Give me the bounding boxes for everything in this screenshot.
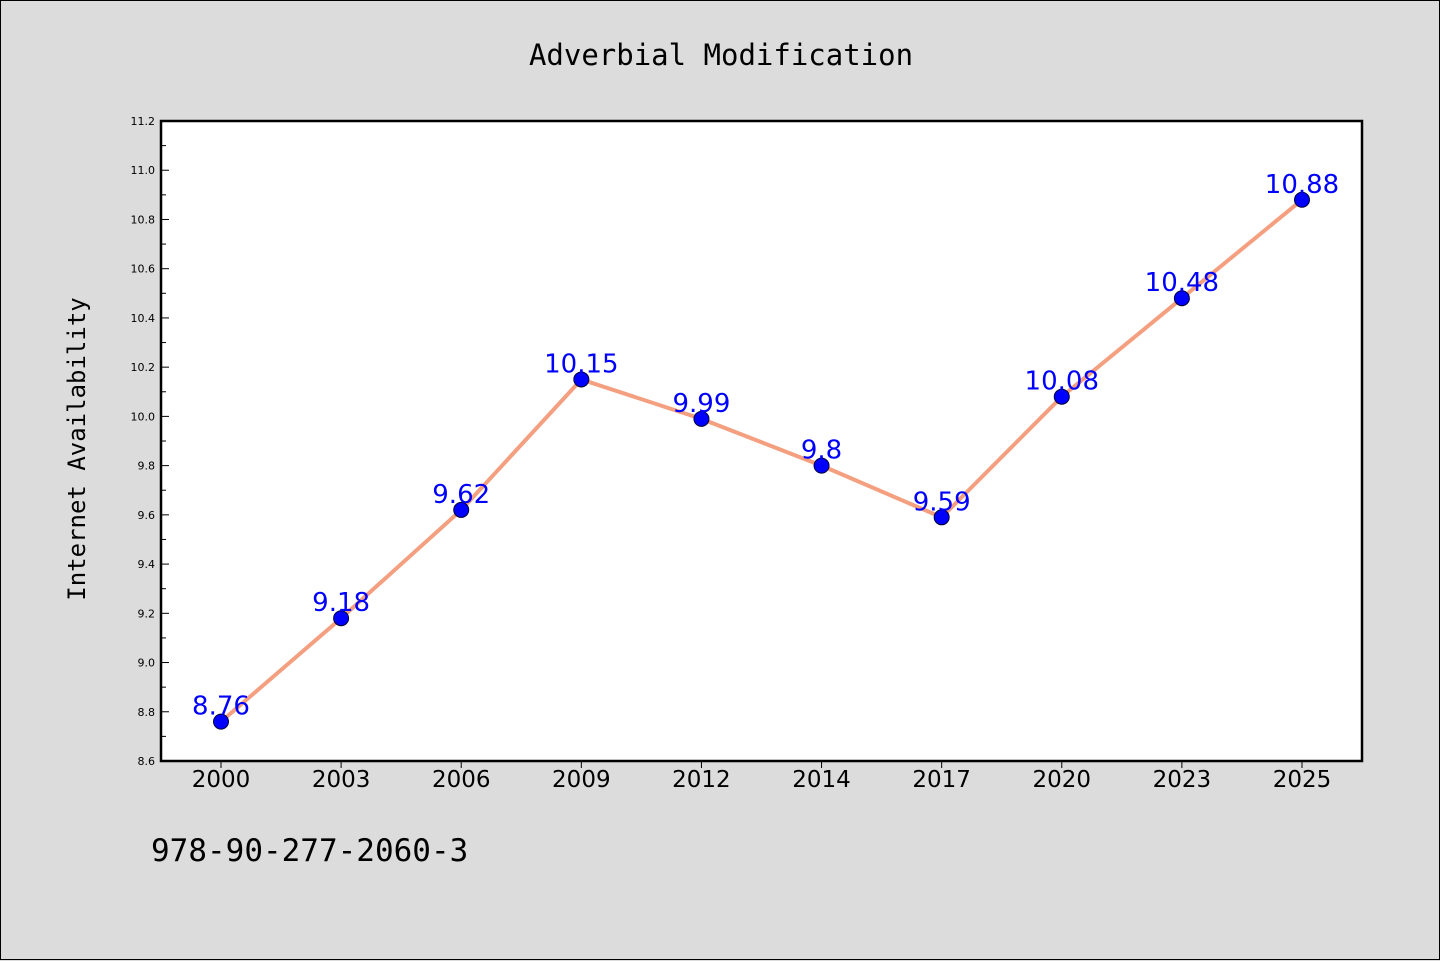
- y-tick-label: 10.8: [131, 213, 156, 226]
- y-tick-label: 8.8: [138, 706, 156, 719]
- data-point: [1173, 290, 1190, 307]
- data-point: [933, 509, 950, 526]
- y-tick-label: 10.2: [131, 361, 156, 374]
- x-tick-label: 2014: [792, 767, 851, 793]
- x-tick-label: 2003: [312, 767, 371, 793]
- data-label: 9.62: [432, 480, 490, 510]
- x-tick-label: 2012: [672, 767, 731, 793]
- data-label: 10.15: [544, 349, 618, 379]
- data-label: 10.08: [1025, 367, 1099, 397]
- y-tick-label: 9.8: [138, 460, 156, 473]
- x-axis: 2000 2003 2006 2009 2012 2014 2017 2020 2023 2025: [192, 761, 1332, 793]
- data-label: 9.59: [913, 487, 971, 517]
- data-point: [453, 501, 470, 518]
- y-axis: 8.6 8.8 9.0 9.2 9.4 9.6 9.8 10.0 10.2 10.4 10.6 10.…: [131, 115, 169, 768]
- x-tick-label: 2025: [1273, 767, 1332, 793]
- data-point: [1294, 191, 1310, 208]
- y-tick-label: 9.0: [138, 657, 156, 670]
- data-label: 10.88: [1265, 170, 1339, 200]
- x-tick-label: 2023: [1153, 767, 1212, 793]
- y-tick-label: 9.6: [138, 509, 156, 522]
- data-label: 8.76: [192, 692, 250, 722]
- x-tick-label: 2009: [552, 767, 611, 793]
- data-label: 9.99: [672, 389, 730, 419]
- series-line: [219, 198, 1304, 724]
- footer-code: 978-90-277-2060-3: [151, 833, 469, 869]
- y-tick-label: 8.6: [138, 755, 156, 768]
- chart-title: Adverbial Modification: [529, 38, 913, 72]
- data-label: 10.48: [1145, 268, 1219, 298]
- series-line-group: 8.76 9.18 9.62 10.15 9.99 9.8 9.59 10.08 10.48 10…: [192, 170, 1339, 730]
- data-point: [813, 457, 830, 474]
- y-tick-label: 9.4: [138, 558, 156, 571]
- y-axis-label: Internet Availability: [63, 297, 91, 600]
- data-point: [213, 713, 229, 730]
- y-tick-label: 11.0: [131, 164, 156, 177]
- x-tick-label: 2017: [912, 767, 971, 793]
- x-tick-label: 2020: [1033, 767, 1092, 793]
- y-tick-label: 11.2: [131, 115, 156, 128]
- y-tick-label: 10.0: [131, 410, 156, 423]
- y-tick-label: 10.4: [131, 312, 156, 325]
- y-tick-label: 9.2: [138, 607, 156, 620]
- data-label: 9.18: [312, 588, 370, 618]
- x-tick-label: 2006: [432, 767, 491, 793]
- data-label: 9.8: [801, 436, 842, 466]
- data-point: [1053, 388, 1070, 405]
- x-tick-label: 2000: [192, 767, 251, 793]
- data-point: [573, 371, 590, 388]
- data-point: [333, 610, 350, 627]
- y-tick-label: 10.6: [131, 263, 156, 276]
- data-point: [693, 410, 710, 427]
